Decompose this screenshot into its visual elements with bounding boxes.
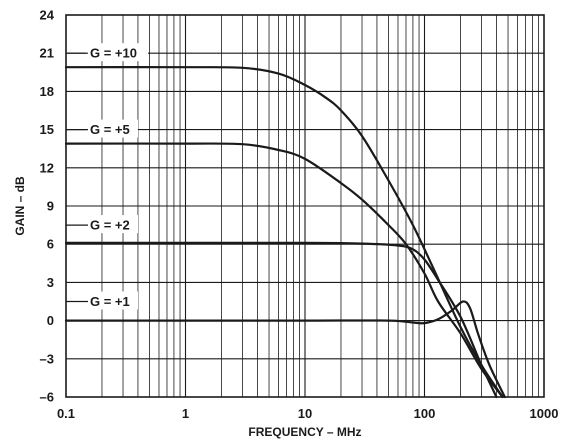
- y-tick-label: 15: [40, 122, 54, 137]
- x-tick-label: 0.1: [57, 406, 75, 421]
- gain-label-backing: [86, 291, 138, 310]
- y-tick-label: 3: [47, 275, 54, 290]
- y-tick-label: 18: [40, 84, 54, 99]
- gain-label-g1: G = +1: [90, 294, 130, 309]
- y-tick-label: 9: [47, 199, 54, 214]
- x-tick-label: 1: [182, 406, 189, 421]
- y-axis-title: GAIN – dB: [13, 176, 27, 236]
- y-tick-label: –3: [40, 351, 54, 366]
- series-line-g5: [64, 142, 504, 399]
- x-axis-title: FREQUENCY – MHz: [248, 425, 361, 439]
- grid: [66, 14, 544, 398]
- x-tick-label: 1000: [530, 406, 559, 421]
- gain-label-g10: G = +10: [90, 46, 137, 61]
- y-tick-label: 0: [47, 313, 54, 328]
- curves: [64, 66, 506, 399]
- gain-label-g2: G = +2: [90, 218, 130, 233]
- plot-frame: [65, 14, 545, 398]
- y-tick-labels: –6 –3 0 3 6 9 12 15 18 21 24: [40, 8, 55, 405]
- series-line-g1: [64, 300, 506, 399]
- gain-labels: G = +10 G = +5 G = +2 G = +1: [66, 43, 148, 310]
- gain-label-g5: G = +5: [90, 122, 130, 137]
- y-tick-label: 24: [40, 8, 55, 23]
- y-tick-label: –6: [40, 390, 54, 405]
- gain-label-backing: [86, 119, 138, 138]
- x-tick-label: 10: [298, 406, 312, 421]
- y-tick-label: 21: [40, 46, 54, 61]
- series-line-g2: [64, 241, 498, 399]
- y-tick-label: 6: [47, 237, 54, 252]
- gain-label-backing: [86, 215, 138, 234]
- y-tick-label: 12: [40, 160, 54, 175]
- x-tick-label: 100: [414, 406, 436, 421]
- gain-label-backing: [86, 43, 148, 62]
- x-tick-labels: 0.1 1 10 100 1000: [57, 406, 559, 421]
- series-line-g10: [64, 66, 504, 399]
